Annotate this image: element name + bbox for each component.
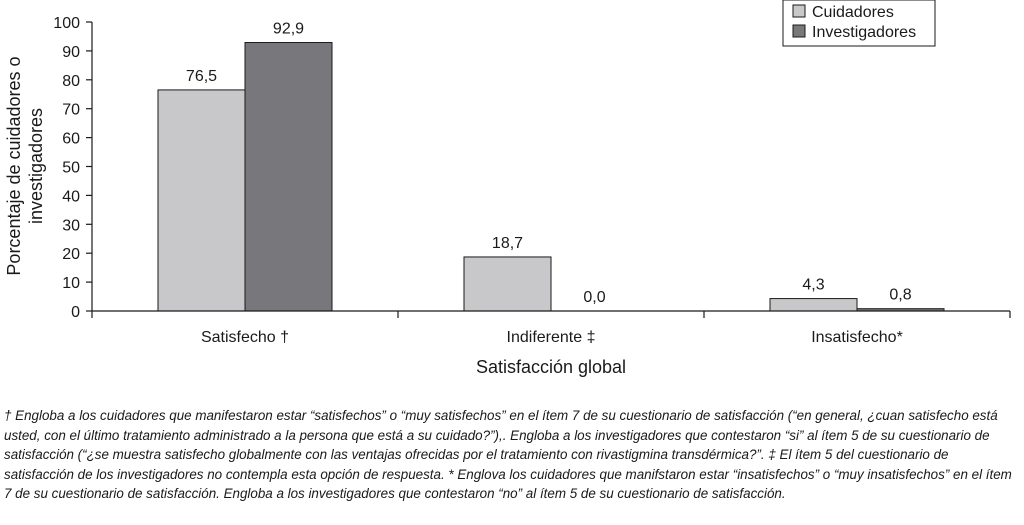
data-label-cuidadores-1: 76,5 xyxy=(186,68,217,85)
bar-cuidadores-1 xyxy=(157,89,246,312)
y-tick-label: 80 xyxy=(62,73,80,90)
y-axis-ticks: 0 10 20 30 40 50 60 70 80 90 100 xyxy=(53,15,92,321)
data-label-cuidadores-3: 4,3 xyxy=(802,277,824,294)
legend-swatch-investigadores xyxy=(792,24,806,38)
data-label-investigadores-1: 92,9 xyxy=(273,21,304,38)
category-label-1: Satisfecho † xyxy=(201,329,289,346)
y-tick-label: 10 xyxy=(62,275,80,292)
bars xyxy=(157,42,945,312)
legend-swatch-cuidadores xyxy=(792,4,806,18)
legend-label-cuidadores: Cuidadores xyxy=(812,4,894,21)
category-label-2: Indiferente ‡ xyxy=(507,329,596,346)
category-labels: Satisfecho † Indiferente ‡ Insatisfecho* xyxy=(201,329,903,346)
x-axis-label: Satisfacción global xyxy=(476,357,626,377)
footnote: † Engloba a los cuidadores que manifesta… xyxy=(4,408,1012,502)
y-tick-label: 30 xyxy=(62,217,80,234)
x-axis-ticks xyxy=(91,311,1011,318)
y-tick-label: 70 xyxy=(62,102,80,119)
data-label-cuidadores-2: 18,7 xyxy=(492,235,523,252)
bar-cuidadores-2 xyxy=(463,256,552,312)
legend-box xyxy=(782,0,936,47)
y-tick-label: 50 xyxy=(62,160,80,177)
data-label-investigadores-3: 0,8 xyxy=(889,287,911,304)
legend: Cuidadores Investigadores xyxy=(782,0,936,47)
bar-data-labels: 76,5 92,9 18,7 0,0 4,3 0,8 xyxy=(186,21,912,306)
y-axis-label-line-2: investigadores xyxy=(26,108,46,224)
y-axis-label-line-1: Porcentaje de cuidadores o xyxy=(4,56,24,275)
category-label-3: Insatisfecho* xyxy=(811,329,903,346)
y-tick-label: 20 xyxy=(62,246,80,263)
legend-label-investigadores: Investigadores xyxy=(812,24,916,41)
bar-investigadores-1 xyxy=(244,42,333,312)
y-tick-label: 100 xyxy=(53,15,80,32)
data-label-investigadores-2: 0,0 xyxy=(583,289,605,306)
y-tick-label: 90 xyxy=(62,44,80,61)
y-tick-label: 60 xyxy=(62,131,80,148)
y-tick-label: 40 xyxy=(62,188,80,205)
bar-chart: 0 10 20 30 40 50 60 70 80 90 100 76,5 92,9 18,7 0,0 4,… xyxy=(4,0,1011,377)
bar-cuidadores-3 xyxy=(769,298,858,312)
y-tick-label: 0 xyxy=(71,304,80,321)
